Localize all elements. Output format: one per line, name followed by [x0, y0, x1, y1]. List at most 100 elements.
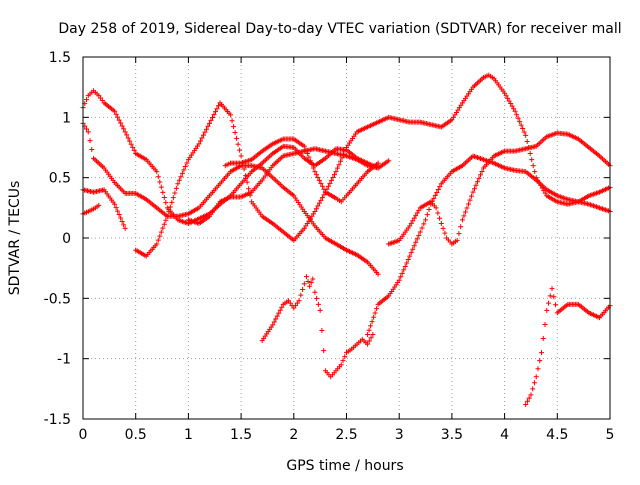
data-point [303, 147, 309, 153]
data-point [317, 307, 323, 313]
series-sat-i [365, 153, 613, 338]
data-point [310, 276, 316, 282]
data-point [458, 224, 464, 230]
data-point [307, 283, 313, 289]
data-point [166, 209, 172, 215]
y-tick-label: 1 [62, 110, 71, 126]
data-point [112, 108, 118, 114]
data-point [421, 221, 427, 227]
data-point [408, 250, 414, 256]
data-point [179, 170, 185, 176]
data-point [321, 192, 327, 198]
data-point [523, 402, 529, 408]
data-point [342, 148, 348, 154]
data-point [416, 207, 422, 213]
data-point [544, 307, 550, 313]
data-point [370, 332, 376, 338]
data-point [305, 278, 311, 284]
data-point [84, 126, 90, 132]
data-point [157, 233, 163, 239]
data-point [375, 165, 381, 171]
data-point [178, 174, 184, 180]
data-point [438, 221, 444, 227]
data-point [386, 158, 392, 164]
data-point [527, 151, 533, 157]
data-point [528, 392, 534, 398]
data-point [423, 217, 429, 223]
data-point [319, 183, 325, 189]
data-point [396, 277, 402, 283]
x-tick-label: 3 [395, 427, 404, 443]
data-point [524, 398, 530, 404]
data-point [514, 112, 520, 118]
data-point [119, 218, 125, 224]
axis-ticks: 0 0.5 1 1.5 2 2.5 3 3.5 4 4.5 5 -1.5 -1 -0.5 0 0.5 1 1.5 [44, 50, 615, 443]
data-point [325, 183, 331, 189]
data-point [122, 129, 128, 135]
data-point [214, 106, 220, 112]
data-point [319, 195, 325, 201]
data-point [154, 169, 160, 175]
data-point [127, 138, 133, 144]
series-sat-g [222, 136, 381, 205]
data-point [246, 186, 252, 192]
data-point [410, 218, 416, 224]
data-point [476, 175, 482, 181]
data-point [307, 158, 313, 164]
data-point [303, 274, 309, 280]
data-point [434, 189, 440, 195]
data-point [531, 380, 537, 386]
data-point [228, 112, 234, 118]
data-point [84, 97, 90, 103]
data-point [197, 138, 203, 144]
data-point [213, 109, 219, 115]
x-tick-label: 3.5 [441, 427, 463, 443]
data-point [161, 194, 167, 200]
data-point [520, 126, 526, 132]
data-point [167, 204, 173, 210]
data-point [336, 162, 342, 168]
data-point [206, 120, 212, 126]
data-point [157, 179, 163, 185]
data-point [411, 215, 417, 221]
data-point [312, 169, 318, 175]
data-point [235, 141, 241, 147]
data-point [112, 201, 118, 207]
data-point [196, 141, 202, 147]
data-point [511, 106, 517, 112]
data-point [122, 225, 128, 231]
data-point [542, 190, 548, 196]
data-point [375, 271, 381, 277]
data-point [530, 163, 536, 169]
data-point [309, 161, 315, 167]
data-point [161, 221, 167, 227]
data-point [505, 95, 511, 101]
x-tick-label: 1 [184, 427, 193, 443]
data-point [414, 236, 420, 242]
data-point [521, 129, 527, 135]
data-point [116, 117, 122, 123]
data-point [462, 209, 468, 215]
data-point [319, 328, 325, 334]
data-point [334, 165, 340, 171]
data-point [211, 112, 217, 118]
data-point [321, 186, 327, 192]
data-point [399, 270, 405, 276]
data-point [160, 225, 166, 231]
data-point [398, 274, 404, 280]
data-point [312, 289, 318, 295]
data-point [304, 151, 310, 157]
x-axis-label: GPS time / hours [286, 458, 403, 474]
data-point [530, 386, 536, 392]
data-point [202, 129, 208, 135]
data-point [468, 193, 474, 199]
data-point [313, 206, 319, 212]
data-point [113, 205, 119, 211]
data-point [375, 160, 381, 166]
data-point [155, 174, 161, 180]
data-point [118, 120, 124, 126]
data-point [175, 181, 181, 187]
data-point [241, 166, 247, 172]
data-point [158, 229, 164, 235]
